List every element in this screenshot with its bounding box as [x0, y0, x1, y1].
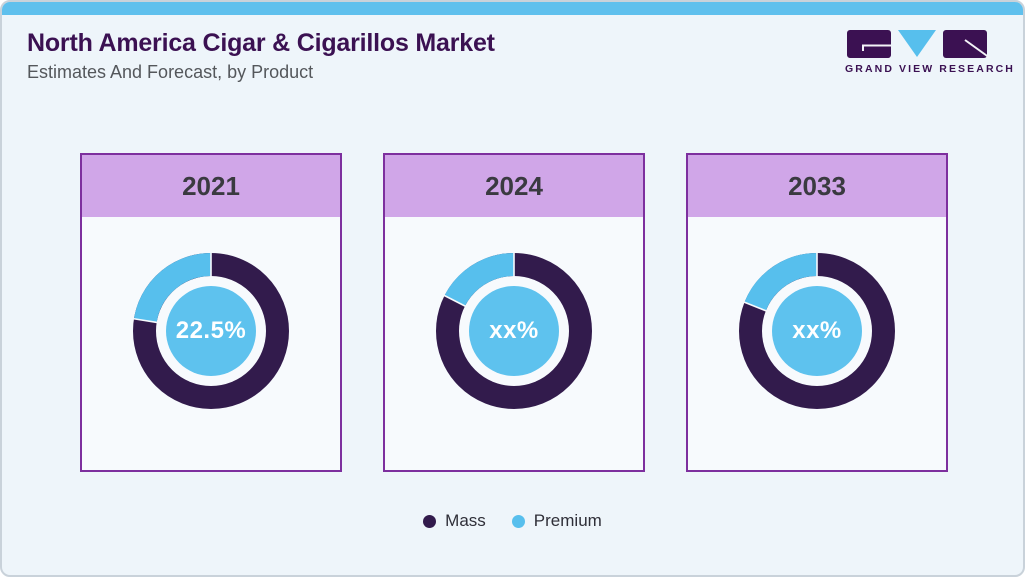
premium-legend-dot-icon: [511, 514, 525, 528]
year-card-body: 22.5%: [82, 249, 340, 502]
gvr-logo-text: GRAND VIEW RESEARCH: [845, 63, 1015, 75]
donut-center-label: 22.5%: [175, 317, 247, 344]
page-subtitle: Estimates And Forecast, by Product: [27, 62, 314, 82]
donut-chart-2024: xx%: [432, 249, 596, 413]
page-title: North America Cigar & Cigarillos Market: [27, 29, 495, 57]
donut-svg: [739, 252, 895, 409]
year-label: 2024: [485, 170, 543, 201]
year-card-header: 2021: [82, 155, 340, 217]
donut-center-label: xx%: [792, 317, 842, 344]
year-card-2021: 2021 22.5%: [80, 153, 342, 472]
legend-item-premium: Premium: [511, 511, 602, 531]
donut-cards: 2021 22.5% 2024 xx% 2033: [80, 153, 948, 472]
donut-svg: [132, 252, 289, 409]
year-card-body: xx%: [688, 249, 946, 502]
donut-svg: [436, 252, 592, 409]
mass-legend-dot-icon: [423, 514, 437, 528]
year-card-body: xx%: [385, 249, 643, 502]
chart-legend: Mass Premium: [2, 511, 1023, 531]
donut-chart-2021: 22.5%: [129, 249, 293, 413]
year-card-2024: 2024 xx%: [383, 153, 645, 472]
top-accent-bar: [2, 2, 1023, 15]
year-card-2033: 2033 xx%: [686, 153, 948, 472]
title-block: North America Cigar & Cigarillos Market …: [27, 29, 495, 83]
gvr-logo-mark-icon: [847, 30, 991, 59]
legend-item-mass: Mass: [423, 511, 486, 531]
gvr-logo: GRAND VIEW RESEARCH: [845, 29, 1015, 75]
legend-label: Premium: [533, 511, 602, 530]
donut-chart-2033: xx%: [735, 249, 899, 413]
legend-label: Mass: [445, 511, 486, 530]
donut-center-label: xx%: [489, 317, 539, 344]
year-card-header: 2033: [688, 155, 946, 217]
year-label: 2033: [788, 170, 846, 201]
year-label: 2021: [182, 170, 240, 201]
year-card-header: 2024: [385, 155, 643, 217]
